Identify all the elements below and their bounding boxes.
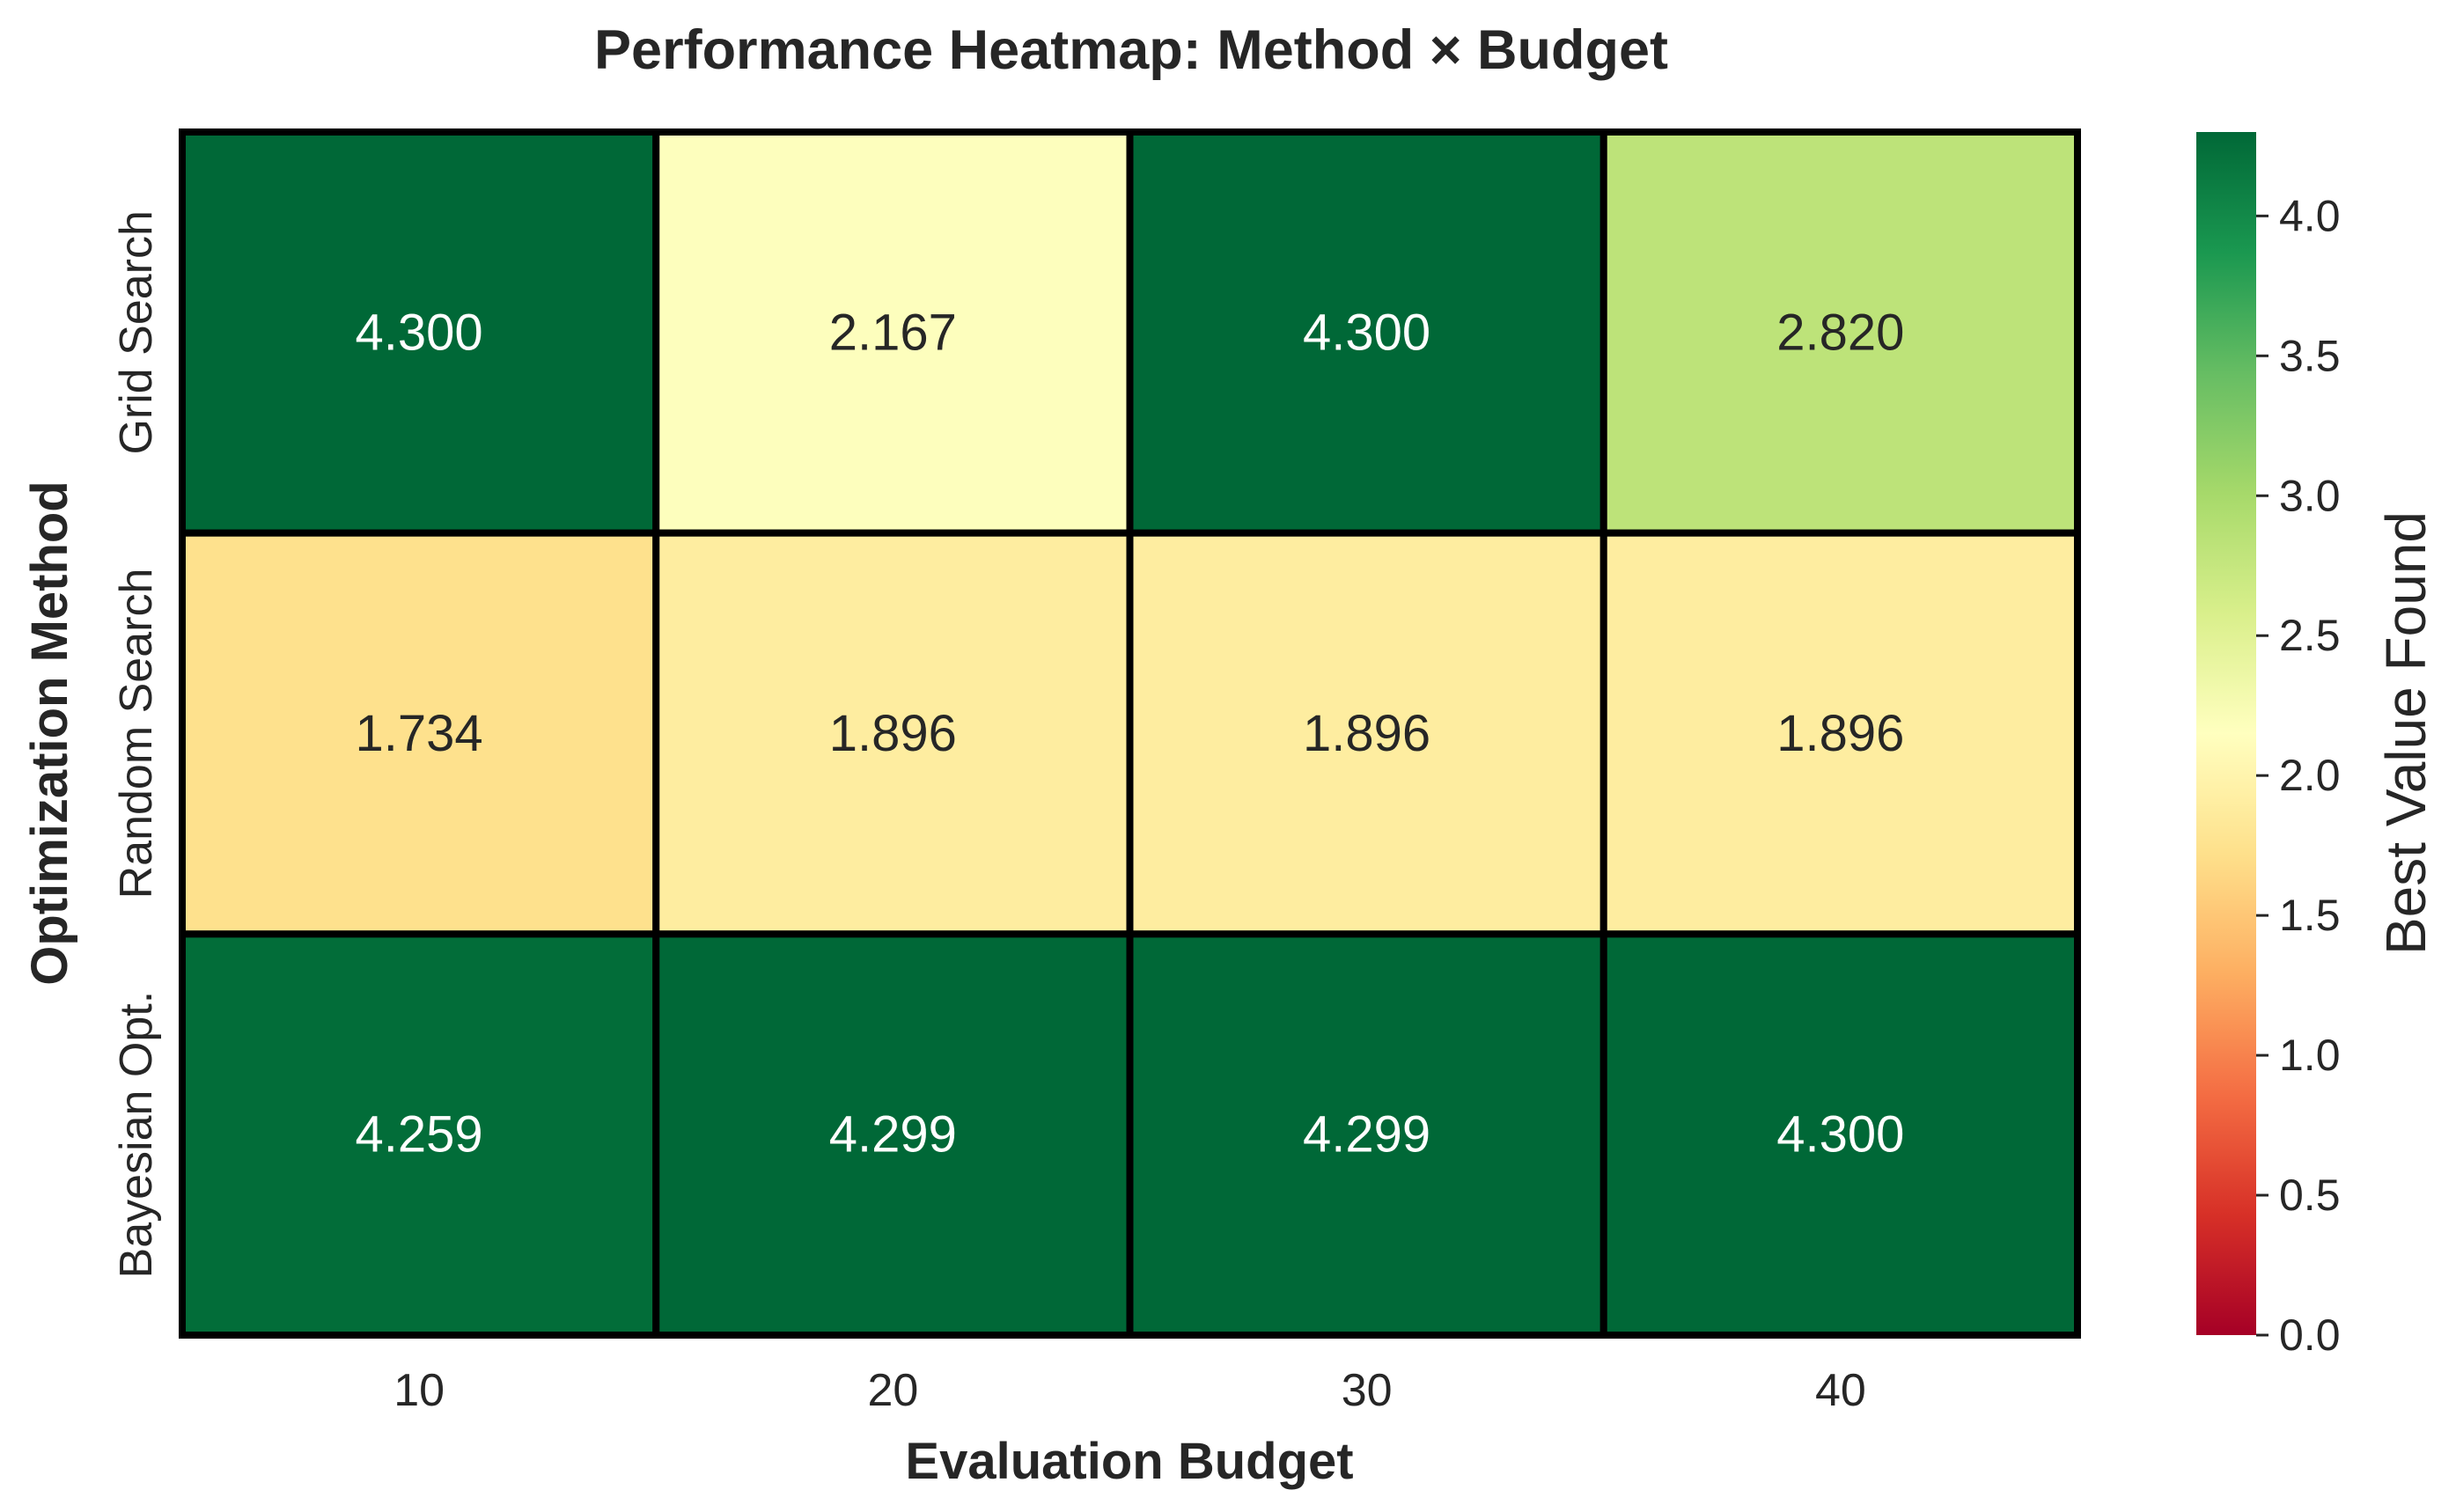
colorbar-label: Best Value Found	[2374, 511, 2438, 955]
cell-value-label: 4.300	[356, 304, 483, 361]
colorbar-tick-label: 2.0	[2279, 751, 2341, 800]
colorbar-tick-label: 3.0	[2279, 471, 2341, 520]
cell-value-label: 4.299	[1303, 1106, 1430, 1163]
colorbar-tick-label: 4.0	[2279, 191, 2341, 240]
x-tick-label: 20	[867, 1365, 918, 1416]
cell-value-label: 4.299	[829, 1106, 957, 1163]
heatmap-cell	[652, 128, 1134, 537]
colorbar-tick-label: 0.0	[2279, 1310, 2341, 1360]
cell-value-label: 1.896	[829, 705, 957, 762]
y-tick-label: Random Search	[111, 569, 162, 899]
colorbar-ticks: 0.0 0.5 1.0 1.5 2.0 2.5 3.0 3.5 4.0	[2256, 191, 2341, 1360]
colorbar	[2196, 132, 2256, 1335]
colorbar-tick-label: 0.5	[2279, 1171, 2341, 1220]
heatmap-cell	[652, 930, 1134, 1340]
x-axis-label: Evaluation Budget	[905, 1433, 1353, 1490]
cell-value-label: 4.300	[1776, 1106, 1904, 1163]
cell-value-label: 4.300	[1303, 304, 1430, 361]
heatmap-cell-labels: 4.300 2.167 4.300 2.820 1.734 1.896 1.896 1.896…	[356, 304, 1905, 1163]
colorbar-tick-label: 2.5	[2279, 611, 2341, 660]
heatmap-cell	[1599, 930, 2081, 1340]
cell-value-label: 1.734	[356, 705, 483, 762]
x-tick-label: 10	[393, 1365, 445, 1416]
colorbar-tick-label: 1.0	[2279, 1031, 2341, 1080]
heatmap-cell	[1599, 529, 2081, 938]
x-tick-label: 40	[1815, 1365, 1866, 1416]
colorbar-tick-label: 1.5	[2279, 891, 2341, 940]
cell-value-label: 2.820	[1776, 304, 1904, 361]
y-tick-label: Grid Search	[111, 210, 162, 454]
heatmap-cell	[652, 529, 1134, 938]
cell-value-label: 1.896	[1303, 705, 1430, 762]
x-axis-ticks: 10 20 30 40	[393, 1365, 1866, 1416]
cell-value-label: 2.167	[829, 304, 957, 361]
heatmap-frame	[180, 130, 2079, 1337]
cell-value-label: 1.896	[1776, 705, 1904, 762]
chart-title: Performance Heatmap: Method × Budget	[594, 19, 1668, 81]
y-tick-label: Bayesian Opt.	[111, 991, 162, 1279]
y-axis-ticks: Grid Search Random Search Bayesian Opt.	[111, 210, 162, 1278]
cell-value-label: 4.259	[356, 1106, 483, 1163]
x-tick-label: 30	[1342, 1365, 1393, 1416]
y-axis-label: Optimization Method	[21, 481, 78, 986]
colorbar-tick-label: 3.5	[2279, 331, 2341, 380]
heatmap-cells	[179, 128, 2081, 1340]
heatmap-cell	[179, 128, 660, 537]
